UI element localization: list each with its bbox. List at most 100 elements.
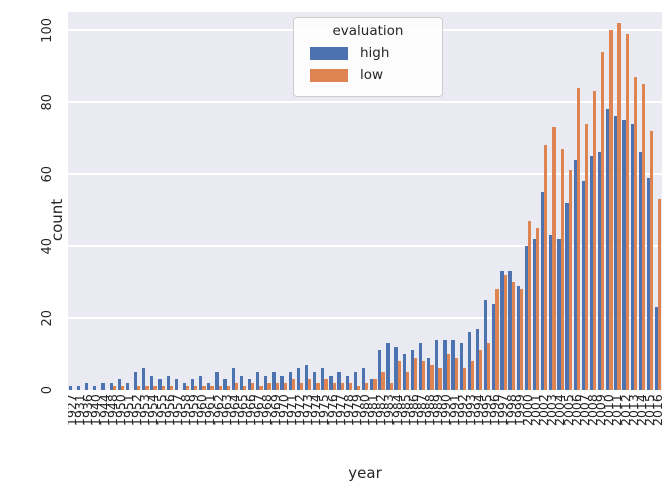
bars-container (68, 12, 662, 390)
bar-group-1968 (263, 12, 271, 390)
bar-low-1973 (308, 379, 312, 390)
legend-label-low: low (360, 67, 384, 83)
bar-high-2001 (532, 238, 537, 390)
bar-group-2014 (638, 12, 646, 390)
ytick-100: 100 (36, 0, 58, 60)
bar-group-2006 (573, 12, 581, 390)
bar-low-2012 (625, 33, 629, 390)
bar-group-1973 (304, 12, 312, 390)
bar-high-1931 (76, 386, 81, 390)
bar-group-1967 (255, 12, 263, 390)
bar-low-1962 (218, 386, 222, 390)
bar-low-1964 (234, 382, 239, 390)
bar-high-1981 (370, 379, 374, 390)
bar-low-1994 (479, 350, 483, 390)
bar-high-1950 (117, 379, 121, 390)
bar-group-1961 (206, 12, 214, 390)
bar-low-1963 (226, 386, 230, 390)
bar-high-2010 (606, 109, 610, 390)
legend-label-high: high (360, 45, 390, 61)
bar-high-2015 (646, 177, 651, 390)
bar-group-1988 (426, 12, 434, 390)
bar-high-1995 (483, 300, 488, 390)
ytick-0: 0 (36, 360, 58, 420)
bar-group-1974 (312, 12, 320, 390)
bar-high-1991 (451, 339, 455, 390)
bar-low-2009 (601, 51, 605, 390)
bar-high-1987 (418, 343, 423, 390)
bar-high-1983 (386, 343, 390, 390)
bar-low-1978 (348, 382, 353, 390)
gridline-y-60 (68, 173, 662, 175)
bar-group-1975 (320, 12, 328, 390)
bar-high-1974 (313, 372, 317, 390)
bar-low-1950 (120, 386, 125, 390)
bar-high-2009 (597, 152, 602, 390)
x-axis-ticks: 1927 1931 1936 1940 1944 1948 1950 1951 1952 1953… (68, 394, 662, 456)
bar-low-1985 (405, 372, 410, 390)
bar-low-1984 (397, 361, 401, 390)
bar-high-2011 (614, 116, 618, 390)
bar-high-1936 (85, 382, 89, 390)
bar-high-1979 (353, 372, 357, 390)
bar-high-1982 (378, 350, 382, 390)
bar-group-1970 (280, 12, 288, 390)
bar-group-1959 (190, 12, 198, 390)
bar-group-2012 (622, 12, 630, 390)
bar-high-1944 (101, 382, 105, 390)
bar-group-1953 (141, 12, 149, 390)
bar-high-1952 (133, 372, 138, 390)
bar-low-1969 (275, 382, 279, 390)
legend-swatch-low (310, 68, 348, 82)
bar-group-1948 (109, 12, 117, 390)
bar-high-1976 (329, 375, 333, 390)
bar-group-2013 (630, 12, 638, 390)
bar-group-2010 (605, 12, 613, 390)
bar-group-1962 (215, 12, 223, 390)
bar-group-1977 (337, 12, 345, 390)
bar-group-1951 (125, 12, 133, 390)
bar-group-1950 (117, 12, 125, 390)
bar-low-1982 (381, 372, 385, 390)
bar-high-1997 (500, 271, 504, 390)
bar-high-1964 (231, 368, 235, 390)
bar-group-2004 (556, 12, 564, 390)
bar-high-1969 (272, 372, 276, 390)
bar-high-2000 (524, 246, 528, 390)
bar-low-2000 (527, 220, 532, 390)
bar-low-1975 (324, 379, 328, 390)
gridline-y-80 (68, 101, 662, 103)
bar-group-1985 (402, 12, 410, 390)
bar-low-1971 (291, 379, 296, 390)
bar-group-1998 (508, 12, 516, 390)
bar-low-1999 (519, 289, 524, 390)
bar-low-2010 (609, 30, 613, 390)
bar-low-1966 (251, 382, 255, 390)
bar-low-2007 (584, 123, 589, 390)
bar-high-1960 (199, 375, 203, 390)
legend-entry-high: high (310, 45, 432, 61)
gridline-y-20 (68, 317, 662, 319)
ytick-80: 80 (36, 72, 58, 132)
bar-high-1966 (247, 379, 252, 390)
bar-low-1960 (202, 386, 206, 390)
bar-group-1987 (418, 12, 426, 390)
bar-group-1983 (385, 12, 393, 390)
bar-high-1999 (516, 285, 520, 390)
bar-group-1982 (377, 12, 385, 390)
bar-low-1972 (300, 382, 304, 390)
bar-group-1954 (149, 12, 157, 390)
bar-low-1993 (470, 361, 475, 390)
ytick-label: 20 (39, 309, 55, 327)
bar-low-1948 (112, 386, 117, 390)
bar-low-2015 (650, 130, 654, 390)
bar-high-1956 (166, 375, 170, 390)
bar-group-1990 (442, 12, 450, 390)
bar-high-1927 (68, 386, 73, 390)
bar-high-1996 (492, 303, 496, 390)
bar-high-1967 (256, 372, 260, 390)
bar-group-1989 (434, 12, 442, 390)
bar-low-1991 (454, 357, 458, 390)
ytick-label: 80 (39, 93, 55, 111)
